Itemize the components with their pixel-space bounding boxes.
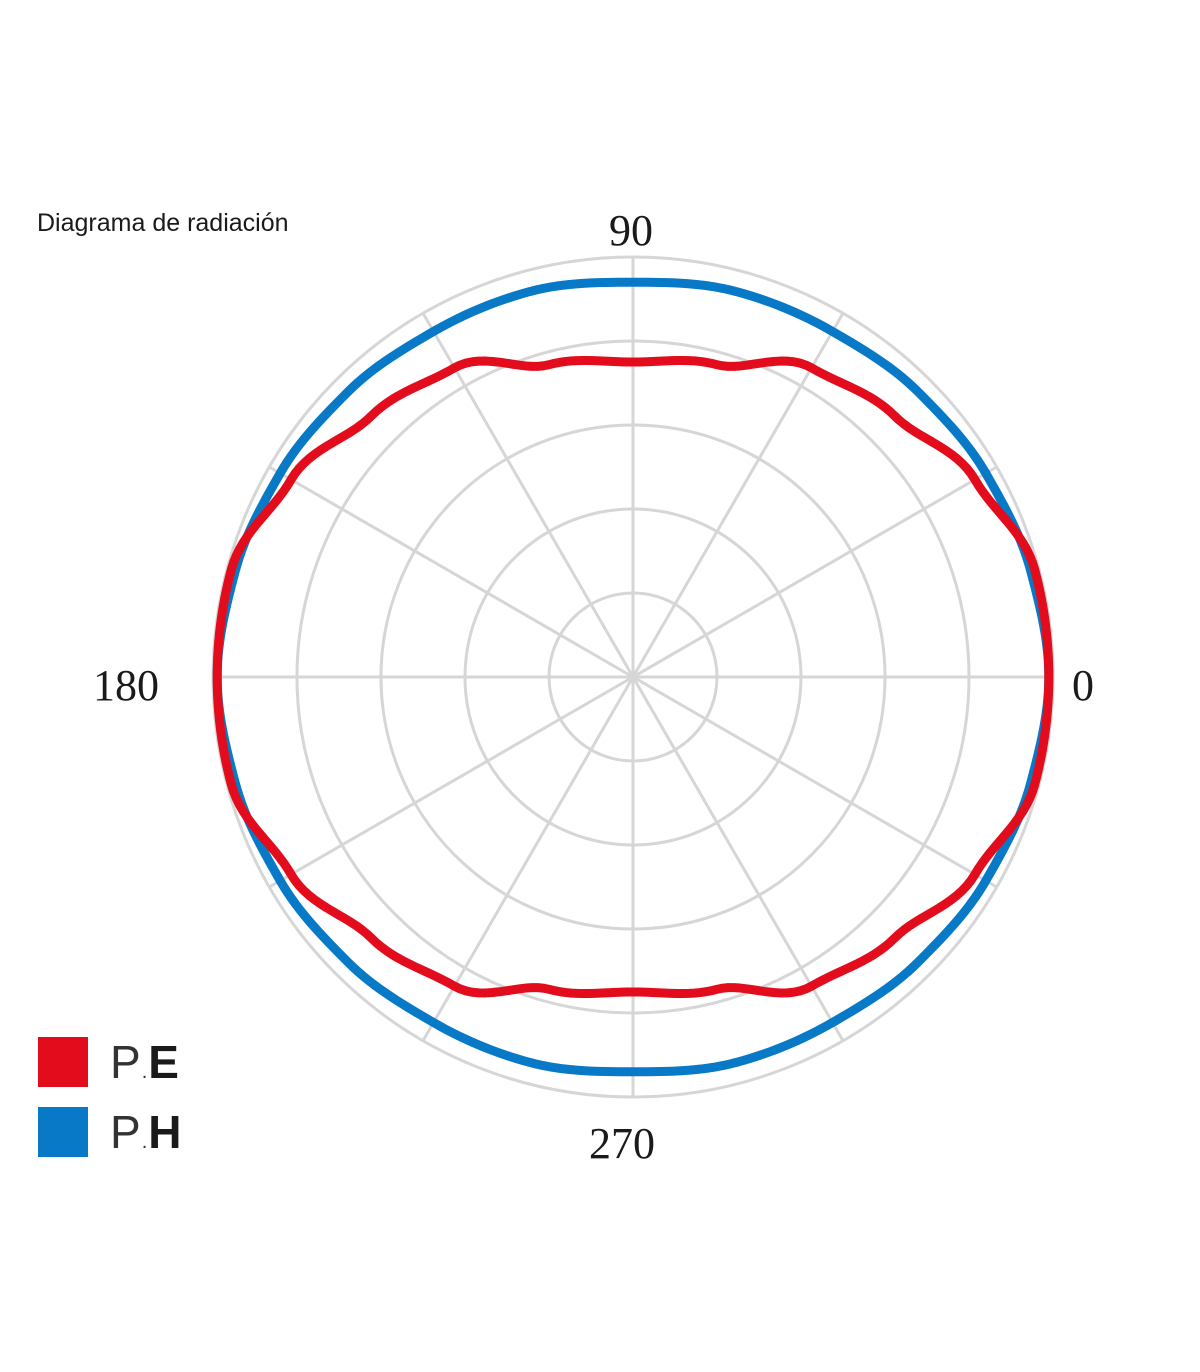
legend-label-pe-prefix: P — [110, 1036, 142, 1088]
angle-labels: 0 90 180 270 — [93, 206, 1094, 1168]
angle-label-180: 180 — [93, 661, 159, 710]
legend-label-ph-prefix: P — [110, 1106, 142, 1158]
legend: P.E P.H — [38, 1035, 182, 1177]
legend-label-ph: P.H — [110, 1105, 182, 1159]
series-group — [212, 277, 1054, 1077]
legend-label-pe: P.E — [110, 1035, 180, 1089]
grid-spoke-120 — [421, 312, 635, 678]
legend-label-pe-dot: . — [141, 1061, 149, 1083]
grid-spoke-300 — [631, 676, 845, 1042]
legend-swatch-pe — [38, 1037, 88, 1087]
grid-spoke-150 — [268, 465, 634, 679]
legend-label-ph-letter: H — [148, 1106, 183, 1158]
series-line-e — [212, 355, 1054, 999]
legend-item-ph: P.H — [38, 1105, 182, 1159]
grid-spoke-60 — [631, 312, 845, 678]
angle-label-0: 0 — [1072, 661, 1094, 710]
legend-label-ph-dot: . — [141, 1131, 149, 1153]
legend-item-pe: P.E — [38, 1035, 182, 1089]
polar-grid — [211, 255, 1055, 1099]
chart-title: Diagrama de radiación — [37, 209, 289, 237]
angle-label-270: 270 — [589, 1119, 655, 1168]
grid-spoke-240 — [421, 676, 635, 1042]
grid-spoke-210 — [268, 675, 634, 889]
grid-spoke-30 — [632, 465, 998, 679]
legend-label-pe-letter: E — [148, 1036, 180, 1088]
legend-swatch-ph — [38, 1107, 88, 1157]
grid-spoke-330 — [632, 675, 998, 889]
angle-label-90: 90 — [609, 206, 653, 255]
